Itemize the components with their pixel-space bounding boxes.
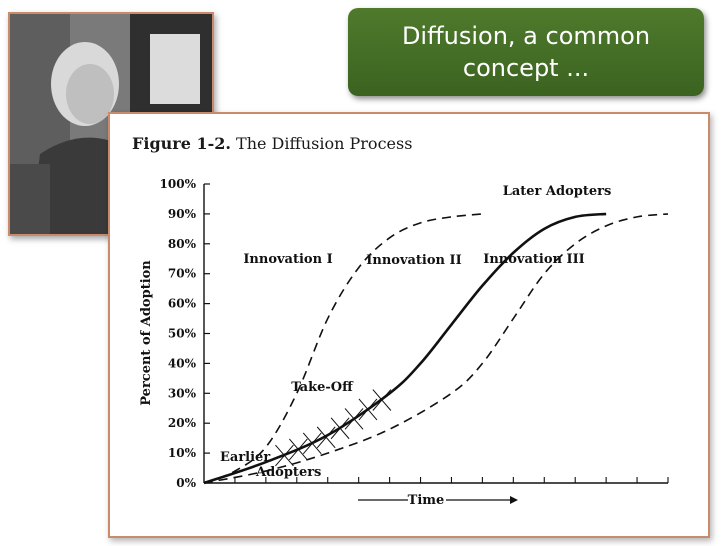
- y-axis-label: Percent of Adoption: [139, 260, 154, 406]
- figure-title: Figure 1-2. The Diffusion Process: [132, 134, 412, 153]
- figure-caption: The Diffusion Process: [236, 134, 413, 153]
- x-ticks: [234, 477, 669, 483]
- person-photo: [8, 12, 214, 236]
- y-tick-label: 50%: [168, 327, 197, 341]
- slide-title: Diffusion, a common concept ...: [401, 22, 651, 82]
- time-arrows: [358, 496, 518, 504]
- y-tick-label: 0%: [176, 476, 196, 490]
- person-photo-icon: [10, 14, 212, 234]
- y-tick-label: 70%: [168, 267, 197, 281]
- y-tick-label: 100%: [160, 177, 197, 191]
- x-axis-label: Time: [408, 493, 445, 508]
- series-line-2: [203, 212, 607, 485]
- y-tick-label: 60%: [168, 297, 197, 311]
- slide-title-box: Diffusion, a common concept ...: [348, 8, 704, 96]
- y-tick-label: 40%: [168, 356, 197, 370]
- annotation-earlier: Earlier: [220, 450, 270, 465]
- series-line-3: [203, 213, 669, 484]
- y-ticks: 0% 10% 20% 30% 40% 50% 60% 70% 80% 90% 100%: [160, 177, 210, 490]
- time-arrow-head: [510, 496, 518, 504]
- y-tick-label: 10%: [168, 446, 197, 460]
- figure-panel: [108, 112, 710, 538]
- figure-label: Figure 1-2.: [132, 134, 231, 153]
- series-line-1: [203, 213, 483, 484]
- series-label-innovation-3: Innovation III: [483, 252, 584, 267]
- annotation-later-adopters: Later Adopters: [503, 184, 612, 199]
- chart-labels: Percent of Adoption Time Innovation I In…: [139, 184, 611, 508]
- annotation-take-off: Take-Off: [291, 380, 354, 395]
- series-label-innovation-1: Innovation I: [243, 252, 332, 267]
- y-tick-label: 20%: [168, 416, 197, 430]
- series-label-innovation-2: Innovation II: [366, 253, 461, 268]
- y-tick-label: 80%: [168, 237, 197, 251]
- annotation-adopters: Adopters: [255, 465, 321, 480]
- y-tick-label: 90%: [168, 207, 197, 221]
- series-lines: [203, 212, 669, 485]
- y-tick-label: 30%: [168, 386, 197, 400]
